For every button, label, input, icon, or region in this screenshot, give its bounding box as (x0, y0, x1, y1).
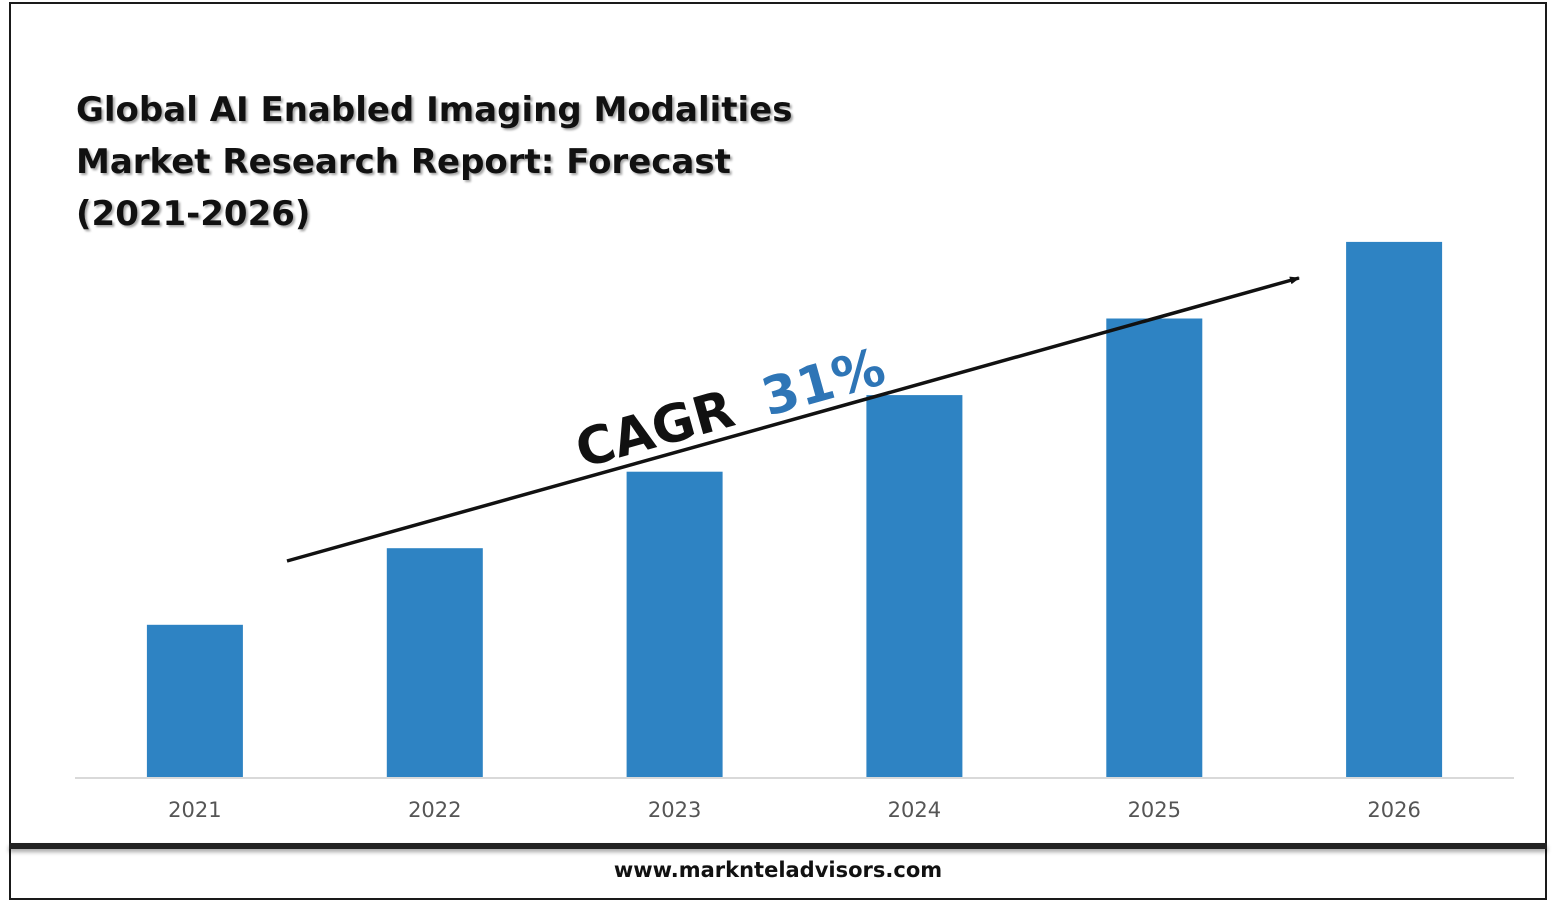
x-tick-label-2025: 2025 (1128, 798, 1181, 822)
x-tick-label-2024: 2024 (888, 798, 941, 822)
x-tick-label-2023: 2023 (648, 798, 701, 822)
chart-title-line-1: Global AI Enabled Imaging Modalities (76, 90, 793, 130)
footer-divider (9, 843, 1547, 849)
cagr-label: CAGR (569, 379, 740, 480)
bar-2021 (146, 624, 243, 778)
chart-title-line-3: (2021-2026) (76, 194, 311, 234)
footer-url: www.marknteladvisors.com (613, 858, 943, 882)
chart-title-line-2: Market Research Report: Forecast (76, 142, 731, 182)
bar-2024 (866, 395, 963, 778)
bar-2025 (1106, 318, 1203, 778)
chart-frame (9, 2, 1547, 900)
cagr-annotation: CAGR 31% (569, 337, 891, 480)
bar-2026 (1346, 241, 1443, 778)
chart-title: Global AI Enabled Imaging Modalities Mar… (76, 84, 876, 240)
x-tick-labels: 2021 2022 2023 2024 2025 2026 (168, 798, 1421, 822)
bar-2022 (386, 548, 483, 778)
x-tick-label-2026: 2026 (1367, 798, 1420, 822)
cagr-trend-arrow (286, 276, 1300, 563)
x-tick-label-2022: 2022 (408, 798, 461, 822)
bar-group (146, 241, 1443, 778)
bar-2023 (626, 471, 723, 778)
x-tick-label-2021: 2021 (168, 798, 221, 822)
